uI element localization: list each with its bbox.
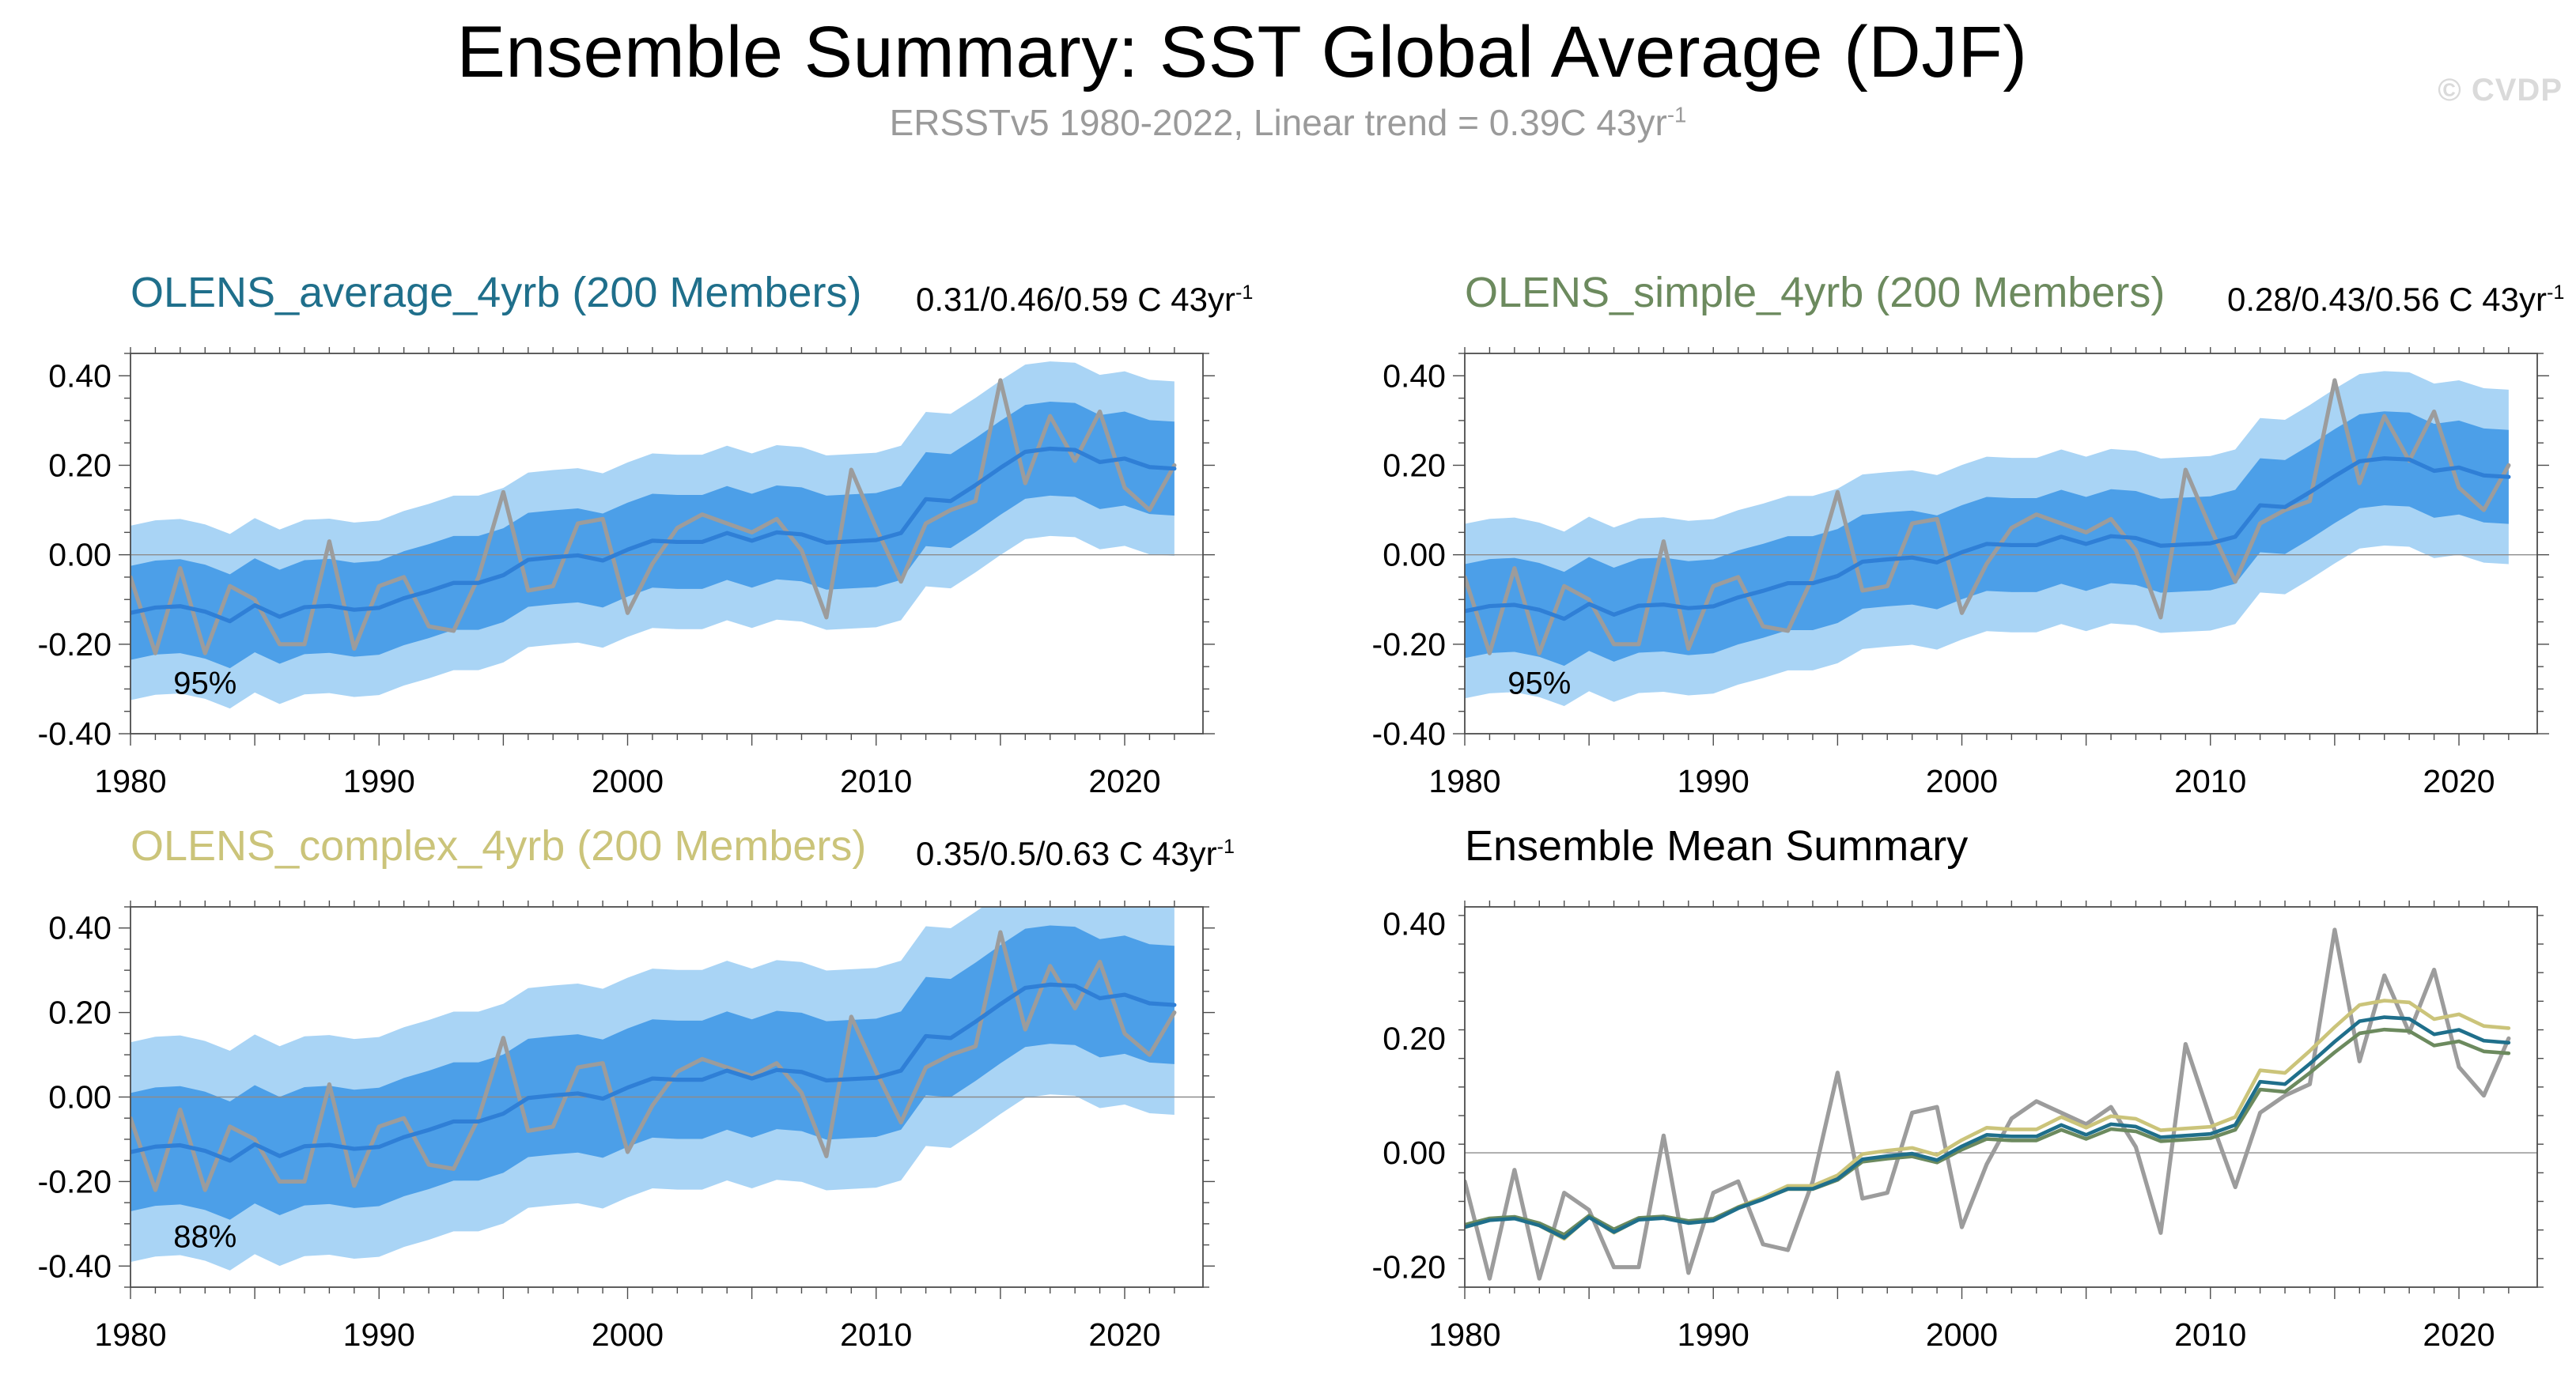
svg-text:0.20: 0.20 [1383,1020,1446,1056]
svg-text:-0.20: -0.20 [1372,1249,1446,1286]
svg-text:-0.20: -0.20 [38,626,112,663]
svg-text:0.20: 0.20 [1383,447,1446,483]
svg-text:2010: 2010 [840,1316,912,1346]
svg-text:95%: 95% [173,667,236,701]
svg-text:1980: 1980 [1428,1316,1500,1346]
svg-text:1990: 1990 [1678,1316,1749,1346]
svg-text:2010: 2010 [840,763,912,793]
svg-text:0.00: 0.00 [1383,537,1446,573]
svg-text:-0.40: -0.40 [38,1248,112,1284]
svg-text:0.00: 0.00 [1383,1135,1446,1171]
svg-text:-0.20: -0.20 [1372,626,1446,663]
svg-text:2020: 2020 [1088,763,1160,793]
svg-text:2000: 2000 [592,763,664,793]
svg-text:95%: 95% [1507,667,1571,701]
svg-text:0.40: 0.40 [1383,906,1446,942]
svg-text:0.20: 0.20 [48,995,112,1031]
svg-text:0.40: 0.40 [48,910,112,946]
svg-text:-0.40: -0.40 [38,716,112,752]
svg-text:1980: 1980 [1428,763,1500,793]
svg-text:2020: 2020 [1088,1316,1160,1346]
svg-text:1990: 1990 [343,1316,415,1346]
svg-text:0.40: 0.40 [48,357,112,394]
svg-text:0.20: 0.20 [48,447,112,483]
svg-text:0.00: 0.00 [48,537,112,573]
svg-text:2020: 2020 [2423,1316,2495,1346]
svg-text:2020: 2020 [2423,763,2495,793]
svg-text:88%: 88% [173,1220,236,1255]
svg-text:2010: 2010 [2174,763,2246,793]
svg-text:0.40: 0.40 [1383,357,1446,394]
svg-text:1980: 1980 [94,1316,166,1346]
svg-text:1990: 1990 [1678,763,1749,793]
svg-text:-0.20: -0.20 [38,1163,112,1199]
svg-text:2000: 2000 [592,1316,664,1346]
svg-text:1990: 1990 [343,763,415,793]
svg-text:-0.40: -0.40 [1372,716,1446,752]
svg-text:0.00: 0.00 [48,1079,112,1116]
svg-text:2000: 2000 [1926,1316,1998,1346]
svg-text:2010: 2010 [2174,1316,2246,1346]
svg-text:2000: 2000 [1926,763,1998,793]
svg-text:1980: 1980 [94,763,166,793]
